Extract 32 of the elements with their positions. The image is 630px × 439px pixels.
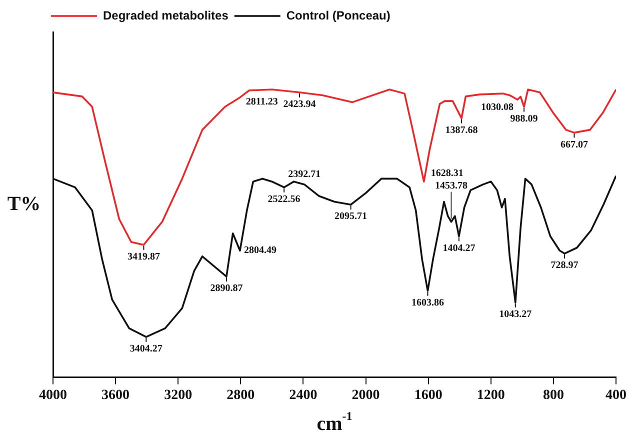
annotation: 1387.68 bbox=[445, 124, 478, 136]
annotation: 2890.87 bbox=[210, 283, 243, 294]
x-tick-label: 2000 bbox=[352, 388, 380, 404]
x-tick-label: 3600 bbox=[102, 388, 130, 404]
annotation: 3419.87 bbox=[127, 251, 160, 262]
annotation: 2804.49 bbox=[244, 245, 276, 256]
x-tick-label: 800 bbox=[542, 388, 564, 404]
x-tick-label: 4000 bbox=[39, 388, 67, 404]
annotation: 2522.56 bbox=[268, 194, 300, 205]
annotation: 2811.23 bbox=[246, 96, 278, 108]
annotation: 1404.27 bbox=[442, 242, 476, 254]
annotation: 1043.27 bbox=[499, 308, 532, 320]
annotation: 2095.71 bbox=[334, 211, 368, 222]
legend-label: Control (Ponceau) bbox=[286, 8, 390, 22]
annotation: 1603.86 bbox=[411, 297, 444, 308]
annotation: 1628.31 bbox=[430, 168, 464, 180]
annotation: 728.97 bbox=[550, 260, 578, 272]
x-tick-label: 400 bbox=[606, 388, 626, 404]
x-tick-label: 1600 bbox=[414, 388, 442, 404]
x-tick-label: 3200 bbox=[164, 388, 192, 404]
x-tick-label: 2400 bbox=[289, 388, 318, 404]
y-axis-title: T% bbox=[7, 192, 41, 215]
annotation: 1030.08 bbox=[480, 102, 514, 114]
x-tick-label: 1200 bbox=[476, 388, 505, 404]
x-tick-label: 2800 bbox=[226, 388, 255, 404]
legend-label: Degraded metabolites bbox=[103, 8, 229, 22]
annotation: 667.07 bbox=[560, 139, 588, 150]
annotation: 3404.27 bbox=[130, 344, 162, 355]
annotation: 988.09 bbox=[510, 113, 538, 124]
annotation: 2392.71 bbox=[288, 169, 321, 180]
annotation: 1453.78 bbox=[434, 180, 468, 192]
annotation: 2423.94 bbox=[283, 98, 316, 110]
